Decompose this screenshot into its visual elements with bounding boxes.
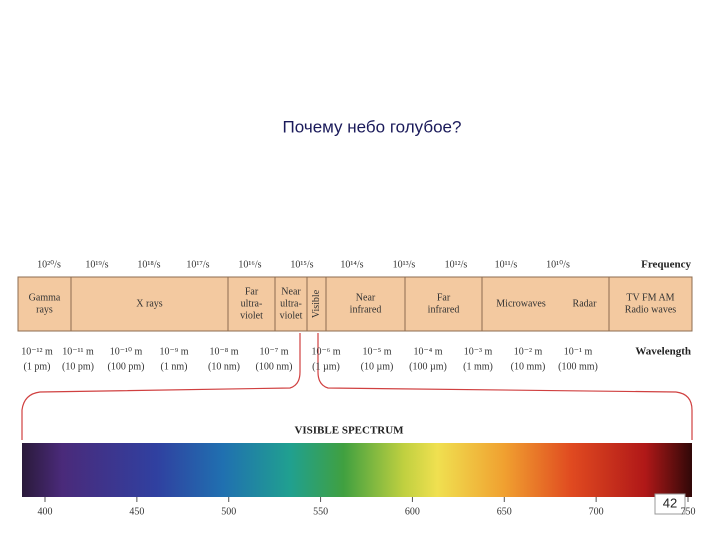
- spectrum-tick-label: 750: [681, 506, 696, 517]
- frequency-label: Frequency: [641, 259, 691, 271]
- wavelength-tick: (100 µm): [409, 361, 447, 372]
- visible-spectrum: [22, 443, 692, 497]
- band-label: ultra-: [280, 298, 302, 309]
- band-label: Near: [356, 292, 376, 303]
- band-label: violet: [240, 310, 263, 321]
- wavelength-tick: (1 mm): [463, 361, 493, 372]
- wavelength-tick: 10⁻³ m: [464, 346, 493, 357]
- page-number: 42: [663, 495, 677, 510]
- spectrum-tick-label: 650: [497, 506, 512, 517]
- wavelength-tick: (10 nm): [208, 361, 240, 372]
- band-label: violet: [280, 310, 303, 321]
- frequency-tick: 10¹³/s: [393, 259, 416, 270]
- band-label: Gamma: [29, 292, 61, 303]
- band-box: [404, 276, 483, 332]
- wavelength-tick: 10⁻¹⁰ m: [110, 346, 143, 357]
- band-box: [70, 276, 229, 332]
- frequency-tick: 10¹²/s: [445, 259, 468, 270]
- band-label: Microwaves: [496, 298, 546, 309]
- wavelength-label: Wavelength: [635, 346, 691, 358]
- band-label: Far: [437, 292, 451, 303]
- band-box: [608, 276, 693, 332]
- spectrum-tick-label: 600: [405, 506, 420, 517]
- slide-title: Почему небо голубое?: [283, 117, 462, 136]
- band-label: X rays: [136, 298, 162, 309]
- frequency-tick: 10¹⁶/s: [238, 259, 261, 270]
- wavelength-tick: (100 nm): [256, 361, 293, 372]
- frequency-tick: 10¹¹/s: [495, 259, 518, 270]
- bracket: [21, 333, 693, 440]
- wavelength-tick: 10⁻¹ m: [564, 346, 593, 357]
- wavelength-tick: 10⁻¹¹ m: [62, 346, 94, 357]
- band-label: Far: [245, 286, 259, 297]
- spectrum-tick-label: 500: [221, 506, 236, 517]
- band-box: [17, 276, 72, 332]
- frequency-tick: 10¹⁹/s: [85, 259, 108, 270]
- wavelength-tick: (1 µm): [312, 361, 340, 372]
- frequency-tick: 10¹⁴/s: [340, 259, 363, 270]
- wavelength-tick: (10 pm): [62, 361, 94, 372]
- frequency-tick: 10²⁰/s: [37, 259, 61, 270]
- band-label: ultra-: [241, 298, 263, 309]
- band-box: [481, 276, 610, 332]
- wavelength-tick: 10⁻⁷ m: [259, 346, 288, 357]
- page-number-box: [654, 493, 686, 515]
- wavelength-tick: 10⁻⁶ m: [311, 346, 340, 357]
- wavelength-tick: 10⁻¹² m: [21, 346, 53, 357]
- wavelength-tick: (100 mm): [558, 361, 598, 372]
- wavelength-tick: (10 µm): [361, 361, 394, 372]
- band-box: [325, 276, 406, 332]
- wavelength-tick: 10⁻⁸ m: [209, 346, 238, 357]
- wavelength-tick: 10⁻⁴ m: [413, 346, 442, 357]
- frequency-tick: 10¹⁸/s: [137, 259, 160, 270]
- spectrum-tick-label: 550: [313, 506, 328, 517]
- spectrum-tick-label: 400: [38, 506, 53, 517]
- band-label: TV FM AM: [626, 292, 674, 303]
- spectrum-title: VISIBLE SPECTRUM: [294, 425, 404, 437]
- wavelength-tick: (10 mm): [511, 361, 546, 372]
- band-label: infrared: [428, 304, 460, 315]
- band-label: rays: [36, 304, 53, 315]
- wavelength-tick: 10⁻⁹ m: [159, 346, 188, 357]
- frequency-tick: 10¹⁰/s: [546, 259, 570, 270]
- spectrum-tick-label: 700: [589, 506, 604, 517]
- wavelength-tick: 10⁻⁵ m: [362, 346, 391, 357]
- spectrum-tick-label: 450: [129, 506, 144, 517]
- band-label: Radio waves: [625, 304, 676, 315]
- frequency-tick: 10¹⁷/s: [186, 259, 209, 270]
- band-label: Near: [281, 286, 301, 297]
- wavelength-tick: (1 nm): [161, 361, 188, 372]
- frequency-tick: 10¹⁵/s: [290, 259, 313, 270]
- wavelength-tick: (1 pm): [24, 361, 51, 372]
- band-label: Radar: [573, 298, 598, 309]
- wavelength-tick: (100 pm): [108, 361, 145, 372]
- band-label: infrared: [350, 304, 382, 315]
- wavelength-tick: 10⁻² m: [514, 346, 543, 357]
- band-label: Visible: [311, 289, 322, 318]
- band-box: [274, 276, 308, 332]
